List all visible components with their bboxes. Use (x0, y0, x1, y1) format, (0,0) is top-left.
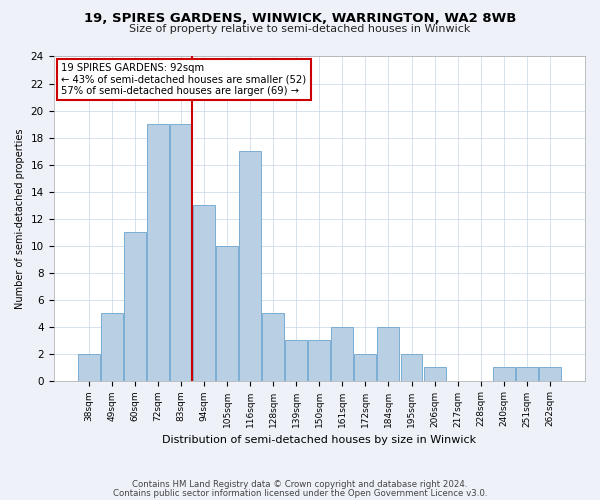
Bar (355, 354, 376, 380)
Bar (170, 124, 192, 380)
Bar (124, 232, 146, 380)
Y-axis label: Number of semi-detached properties: Number of semi-detached properties (15, 128, 25, 309)
Bar (331, 326, 353, 380)
Bar (262, 313, 284, 380)
Text: Contains HM Land Registry data © Crown copyright and database right 2024.: Contains HM Land Registry data © Crown c… (132, 480, 468, 489)
Bar (516, 367, 538, 380)
Bar (308, 340, 330, 380)
Bar (377, 326, 400, 380)
Bar (539, 367, 561, 380)
Bar (285, 340, 307, 380)
X-axis label: Distribution of semi-detached houses by size in Winwick: Distribution of semi-detached houses by … (162, 435, 476, 445)
Text: 19 SPIRES GARDENS: 92sqm
← 43% of semi-detached houses are smaller (52)
57% of s: 19 SPIRES GARDENS: 92sqm ← 43% of semi-d… (61, 63, 307, 96)
Bar (101, 313, 122, 380)
Bar (193, 205, 215, 380)
Bar (493, 367, 515, 380)
Bar (424, 367, 446, 380)
Bar (77, 354, 100, 380)
Bar (147, 124, 169, 380)
Text: Size of property relative to semi-detached houses in Winwick: Size of property relative to semi-detach… (130, 24, 470, 34)
Bar (239, 151, 261, 380)
Text: Contains public sector information licensed under the Open Government Licence v3: Contains public sector information licen… (113, 489, 487, 498)
Text: 19, SPIRES GARDENS, WINWICK, WARRINGTON, WA2 8WB: 19, SPIRES GARDENS, WINWICK, WARRINGTON,… (84, 12, 516, 26)
Bar (401, 354, 422, 380)
Bar (216, 246, 238, 380)
